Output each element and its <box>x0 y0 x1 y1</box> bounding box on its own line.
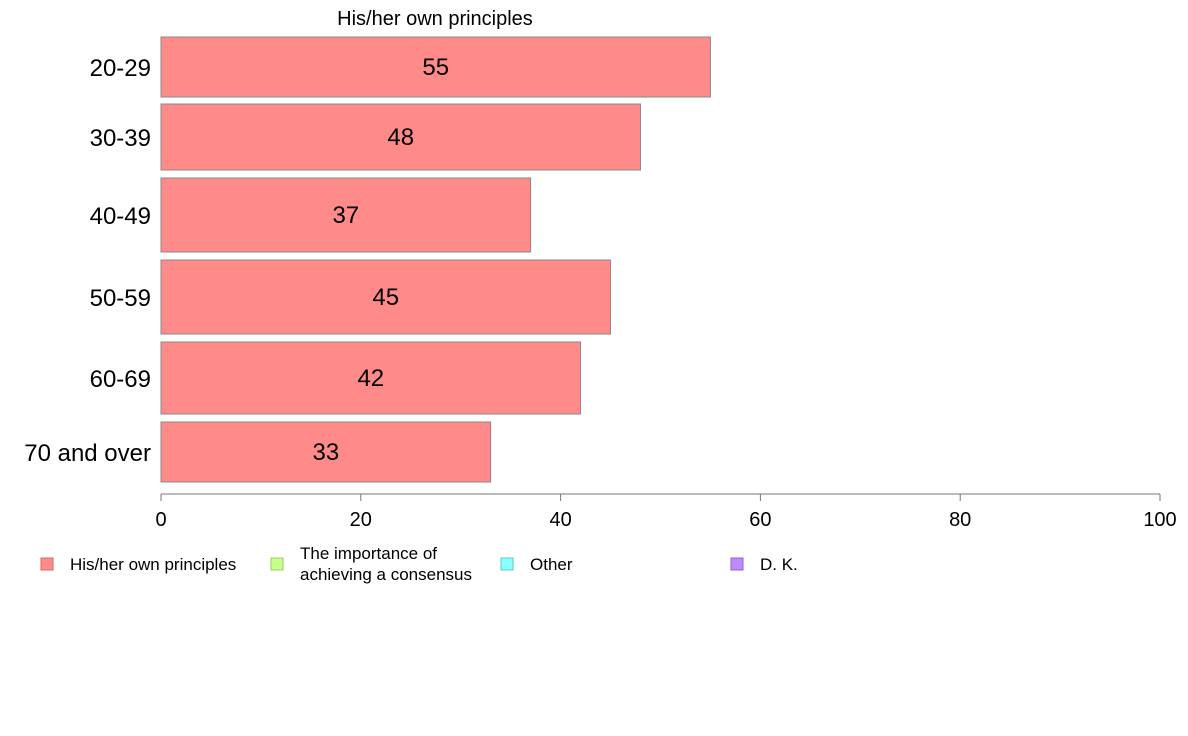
bar-value-label: 37 <box>332 202 359 229</box>
x-tick-label: 60 <box>749 509 771 531</box>
legend-swatch <box>500 557 514 571</box>
bar-30-39 <box>160 103 642 171</box>
x-tick-label: 0 <box>155 509 166 531</box>
category-label: 30-39 <box>90 125 151 152</box>
legend-label: Other <box>530 555 573 574</box>
bars-group: 55 20-29 48 30-39 37 40-49 45 50-59 42 60-69 33 70 … <box>24 36 711 483</box>
bar-value-label: 33 <box>312 439 339 466</box>
chart-title: His/her own principles <box>337 8 533 30</box>
bar-value-label: 45 <box>372 284 399 311</box>
category-label: 20-29 <box>90 55 151 82</box>
bar-40-49 <box>160 177 532 253</box>
legend-swatch <box>40 557 54 571</box>
category-label: 40-49 <box>90 203 151 230</box>
category-label: 60-69 <box>90 366 151 393</box>
x-tick-label: 100 <box>1143 509 1176 531</box>
legend: His/her own principles The importance of a… <box>40 544 798 584</box>
category-label: 50-59 <box>90 285 151 312</box>
bar-value-label: 55 <box>422 54 449 81</box>
x-tick-label: 80 <box>949 509 971 531</box>
bar-value-label: 48 <box>387 124 414 151</box>
legend-label: His/her own principles <box>70 555 236 574</box>
x-axis: 0 20 40 60 80 100 <box>155 493 1177 531</box>
x-tick-label: 40 <box>549 509 571 531</box>
bar-70-and-over <box>160 421 492 483</box>
legend-swatch <box>270 557 284 571</box>
bar-60-69 <box>160 341 582 415</box>
legend-swatch <box>730 557 744 571</box>
category-label: 70 and over <box>24 440 151 467</box>
bar-20-29 <box>160 36 711 98</box>
legend-label: D. K. <box>760 555 798 574</box>
bar-value-label: 42 <box>357 365 384 392</box>
legend-label: The importance of achieving a consensus <box>300 544 472 584</box>
x-tick-label: 20 <box>350 509 372 531</box>
bar-50-59 <box>160 259 612 335</box>
